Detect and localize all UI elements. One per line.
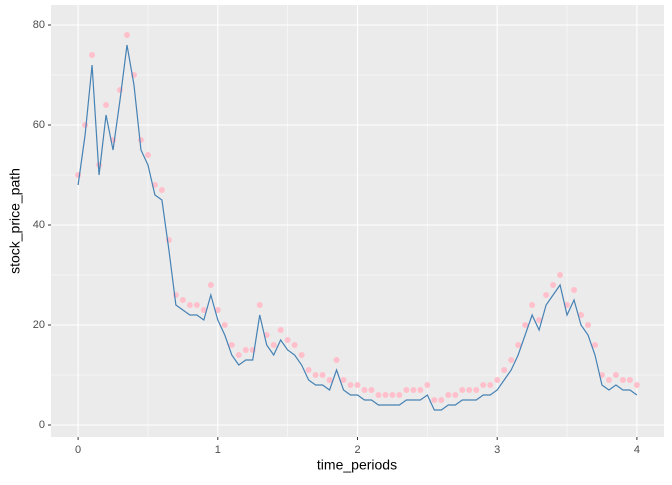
point [326,377,333,383]
x-tick-label: 0 [75,444,81,456]
point [375,392,382,398]
point [452,392,459,398]
point [340,377,347,383]
x-tick-label: 3 [494,444,500,456]
point [619,377,626,383]
point [235,352,242,358]
point [445,392,452,398]
x-tick-label: 2 [354,444,360,456]
point [612,372,619,378]
point [626,377,633,383]
point [396,392,403,398]
y-tick-label: 20 [33,319,45,331]
point [228,342,235,348]
point [633,382,640,388]
price-line [77,44,638,411]
point [270,342,277,348]
point [256,302,263,308]
point [368,387,375,393]
point [431,397,438,403]
point [417,387,424,393]
point [200,307,207,313]
point [291,342,298,348]
point [424,382,431,388]
point [410,387,417,393]
point [123,32,130,38]
point [487,382,494,388]
point [347,382,354,388]
point [466,387,473,393]
point [333,357,340,363]
point [403,387,410,393]
point [305,367,312,373]
y-tick-label: 0 [39,419,45,431]
point [312,372,319,378]
point [557,272,564,278]
point [571,287,578,293]
point [389,392,396,398]
point [319,372,326,378]
point [179,297,186,303]
point [284,337,291,343]
point [82,122,89,128]
point [242,347,249,353]
point [158,187,165,193]
point [536,317,543,323]
x-axis-title: time_periods [317,457,397,473]
point [103,102,110,108]
point [382,392,389,398]
point [354,382,361,388]
point [578,312,585,318]
point [221,322,228,328]
x-tick-label: 4 [634,444,640,456]
y-tick-label: 40 [33,219,45,231]
y-tick-label: 60 [33,119,45,131]
point [361,387,368,393]
point [137,137,144,143]
point [508,357,515,363]
point [438,397,445,403]
point [529,302,536,308]
point [186,302,193,308]
point [473,387,480,393]
point [494,377,501,383]
point [144,152,151,158]
point [277,327,284,333]
point [522,322,529,328]
point [550,282,557,288]
point [193,302,200,308]
point [585,322,592,328]
point [515,342,522,348]
point [605,377,612,383]
point [207,282,214,288]
point [591,342,598,348]
point [480,382,487,388]
y-axis-title: stock_price_path [7,168,23,274]
point [459,387,466,393]
x-tick-label: 1 [215,444,221,456]
point [501,367,508,373]
point [214,307,221,313]
point [298,352,305,358]
point [543,292,550,298]
y-tick-label: 80 [33,19,45,31]
point [89,52,96,58]
